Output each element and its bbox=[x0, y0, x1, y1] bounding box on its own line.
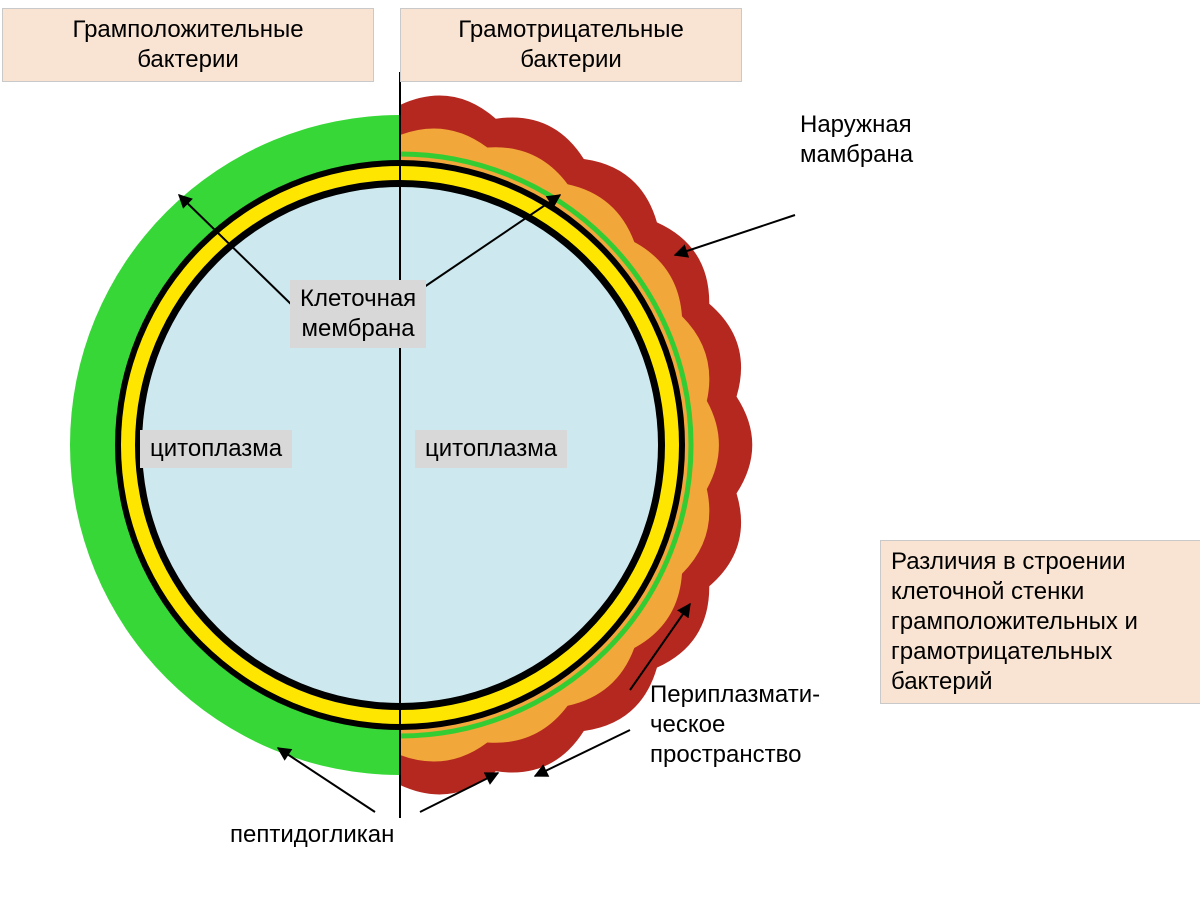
header-gram-positive: Грамположительные бактерии bbox=[2, 8, 374, 82]
label-outer-membrane: Наружная мамбрана bbox=[800, 110, 913, 170]
header-gram-negative: Грамотрицательные бактерии bbox=[400, 8, 742, 82]
diagram-caption: Различия в строении клеточной стенки гра… bbox=[880, 540, 1200, 704]
label-cell-membrane: Клеточная мембрана bbox=[290, 280, 426, 348]
label-peptidoglycan: пептидогликан bbox=[230, 820, 394, 850]
label-cytoplasm-right: цитоплазма bbox=[415, 430, 567, 468]
label-periplasmic-space: Периплазмати- ческое пространство bbox=[650, 680, 820, 770]
label-cytoplasm-left: цитоплазма bbox=[140, 430, 292, 468]
